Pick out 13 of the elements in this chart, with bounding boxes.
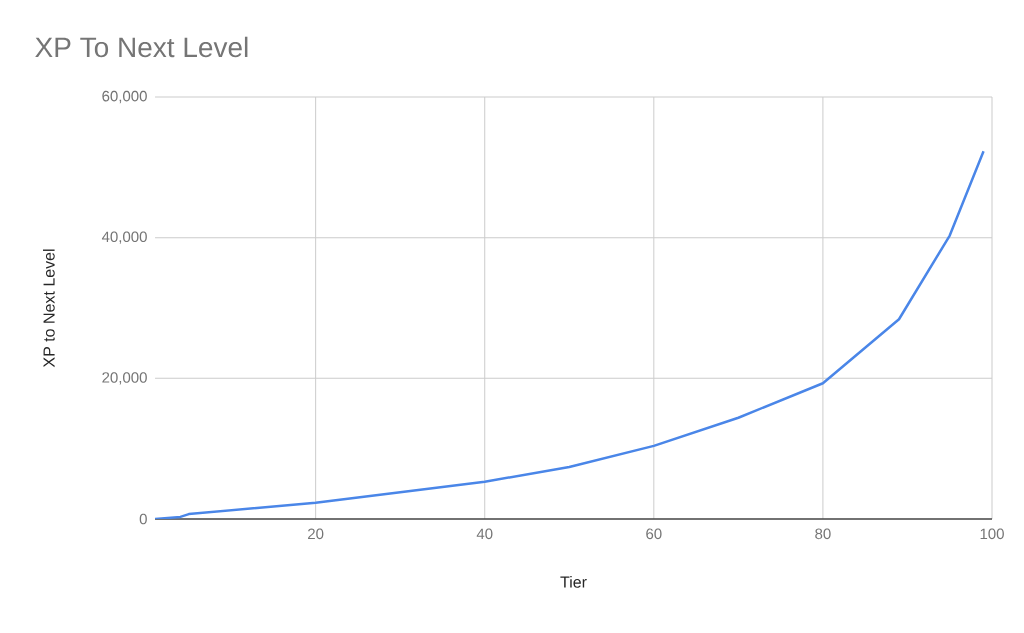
y-tick-label: 60,000 [102, 90, 147, 104]
line-series [155, 149, 985, 519]
y-tick-label: 20,000 [102, 372, 147, 385]
x-axis-title: Tier [560, 576, 587, 588]
x-tick-label: 20 [308, 528, 324, 540]
y-axis-title: XP to Next Level [42, 249, 55, 368]
x-tick-label: 100 [980, 528, 1004, 540]
x-tick-label: 60 [646, 528, 662, 540]
y-tick-label: 40,000 [101, 231, 147, 244]
y-tick-label: 0 [139, 513, 147, 525]
chart-title: XP To Next Level [35, 36, 248, 58]
x-tick-label: 80 [815, 528, 831, 540]
x-tick-label: 40 [476, 528, 493, 540]
